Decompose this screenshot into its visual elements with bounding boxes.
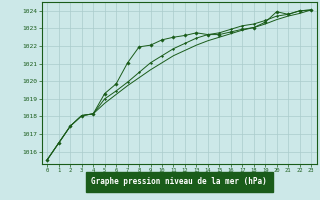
- X-axis label: Graphe pression niveau de la mer (hPa): Graphe pression niveau de la mer (hPa): [91, 177, 267, 186]
